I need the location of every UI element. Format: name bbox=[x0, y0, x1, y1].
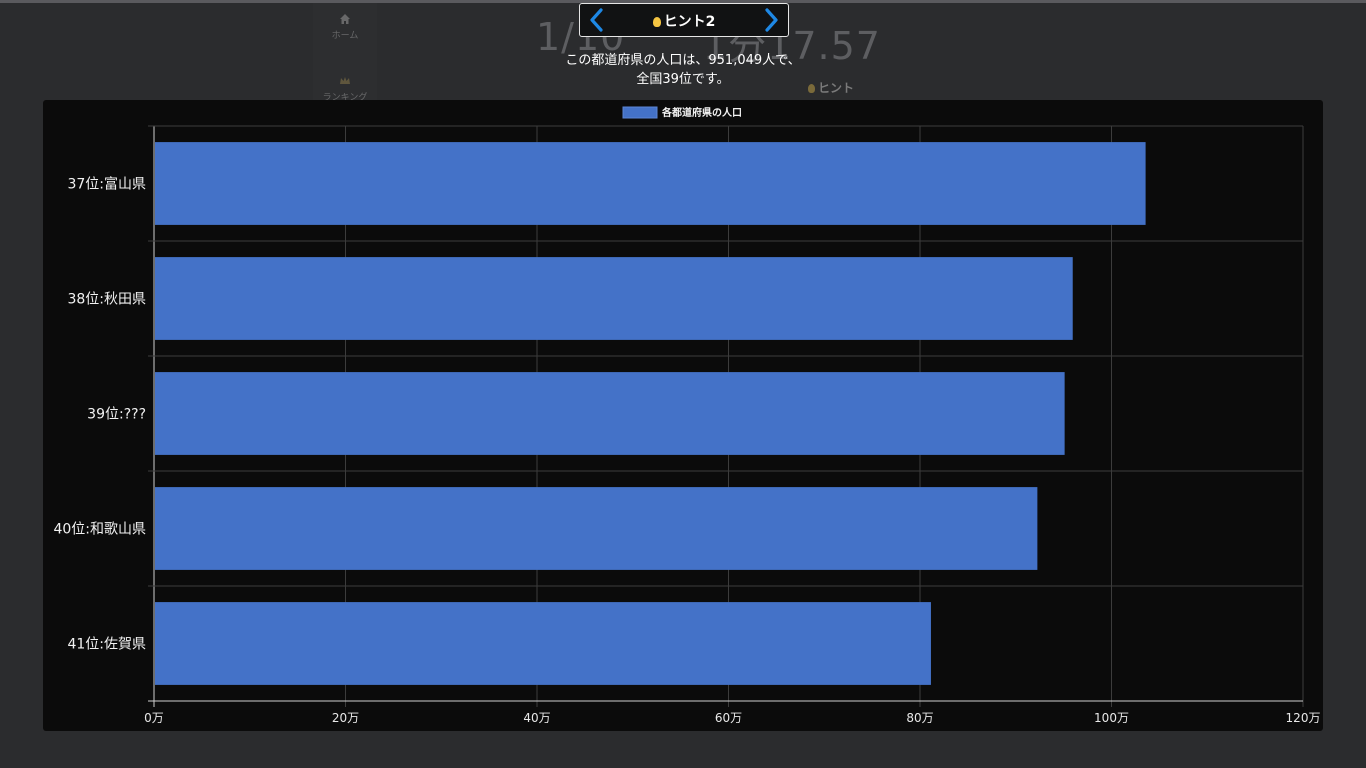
window-top-border bbox=[0, 0, 1366, 3]
population-bar[interactable] bbox=[155, 602, 931, 685]
legend-swatch[interactable] bbox=[622, 106, 658, 119]
x-tick-label: 20万 bbox=[332, 711, 359, 725]
background-nav-ranking: ランキング bbox=[313, 75, 377, 103]
x-tick-label: 100万 bbox=[1094, 711, 1129, 725]
legend-label: 各都道府県の人口 bbox=[661, 106, 742, 119]
background-hint-button: ヒント bbox=[808, 79, 854, 96]
x-tick-label: 60万 bbox=[715, 711, 742, 725]
category-label: 41位:佐賀県 bbox=[67, 637, 146, 653]
chevron-right-icon[interactable] bbox=[758, 6, 784, 34]
x-tick-label: 80万 bbox=[906, 711, 933, 725]
home-icon bbox=[340, 14, 350, 24]
hint-description: この都道府県の人口は、951,049人で、 全国39位です。 bbox=[450, 51, 916, 89]
category-label: 39位:??? bbox=[87, 407, 146, 423]
population-bar[interactable] bbox=[155, 372, 1065, 455]
hint-description-line2: 全国39位です。 bbox=[636, 72, 730, 87]
hint-description-line1: この都道府県の人口は、951,049人で、 bbox=[565, 53, 801, 68]
lightbulb-icon bbox=[652, 17, 661, 27]
population-bar[interactable] bbox=[155, 257, 1073, 340]
population-bar[interactable] bbox=[155, 142, 1146, 225]
chevron-left-icon[interactable] bbox=[584, 6, 610, 34]
lightbulb-icon bbox=[808, 84, 815, 93]
x-tick-label: 0万 bbox=[144, 711, 164, 725]
category-label: 38位:秋田県 bbox=[67, 292, 146, 308]
crown-icon bbox=[340, 77, 350, 84]
x-tick-label: 120万 bbox=[1286, 711, 1321, 725]
category-label: 40位:和歌山県 bbox=[53, 522, 146, 538]
background-nav-home: ホーム bbox=[313, 13, 377, 41]
hint-navigator: ヒント2 bbox=[579, 3, 789, 37]
hint-title: ヒント2 bbox=[580, 11, 788, 31]
category-label: 37位:富山県 bbox=[67, 176, 146, 193]
x-tick-label: 40万 bbox=[523, 711, 550, 725]
population-bar[interactable] bbox=[155, 487, 1038, 570]
population-chart-panel: 0万 20万 40万 60万 80万 100万 120万 37位:富山県 38位:秋田県 39位:… bbox=[43, 100, 1323, 731]
population-bar-chart: 0万 20万 40万 60万 80万 100万 120万 37位:富山県 38位:秋田県 39位:… bbox=[53, 106, 1321, 725]
